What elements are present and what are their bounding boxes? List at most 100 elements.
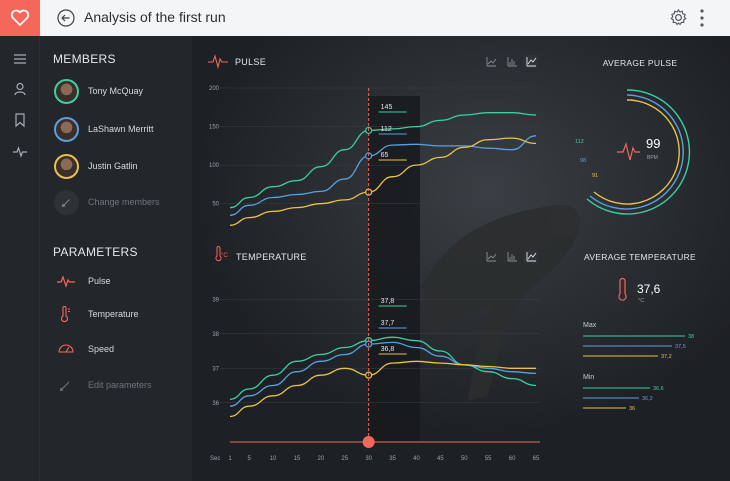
readout-value: 36,8 [381,346,395,353]
readout-value: 37,8 [381,298,395,305]
member-item[interactable]: Tony McQuay [53,78,193,106]
change-members-label: Change members [88,197,160,207]
gauge-label: 98 [580,158,586,164]
gear-icon[interactable] [669,8,688,27]
average-temperature-unit: °C [638,298,644,304]
y-tick-label: 38 [212,332,219,338]
gauge-label: 91 [592,173,598,179]
area-chart-icon [486,57,497,67]
x-tick-label: 45 [437,456,444,462]
x-tick-label: 20 [318,456,325,462]
timeline-handle[interactable] [362,436,375,448]
max-value-3: 37,2 [661,354,672,360]
member-item[interactable]: LaShawn Merritt [53,116,193,144]
member-name: Tony McQuay [88,86,144,96]
avatar [54,154,79,179]
pulse-icon [208,54,228,70]
x-tick-label: 25 [341,456,348,462]
menu-icon[interactable] [12,51,28,67]
average-pulse-value: 99 [646,136,660,151]
param-item-temperature[interactable]: Temperature [57,306,197,324]
change-members-circle [54,190,79,215]
member-item[interactable]: Justin Gatlin [53,153,193,181]
left-panel: MEMBERS Tony McQuay LaShawn Merritt Just… [40,36,192,481]
average-pulse-unit: BPM [647,155,658,161]
series-line [229,135,537,216]
activity-icon[interactable] [12,144,28,160]
charts-layer: PULSE °C TEMPERATURE 5010015020014511265… [208,54,696,462]
pulse-line-chart: 50 100 150 200 145 112 65 [209,86,540,226]
average-pulse-title: AVERAGE PULSE [603,58,678,68]
series-line [229,336,537,400]
x-tick-label: 15 [294,456,301,462]
average-temperature-title: AVERAGE TEMPERATURE [584,252,696,262]
icon-rail [0,36,40,481]
avatar [54,79,79,104]
heart-logo-button[interactable] [0,0,40,36]
user-icon[interactable] [12,81,28,97]
timeline-scrubber: Sec 1 5 10 15 20 25 30 35 40 45 50 55 60 65 [210,88,540,462]
max-value-1: 38 [688,334,694,340]
min-value-3: 36 [629,406,635,412]
page-title: Analysis of the first run [84,9,226,25]
bookmark-icon[interactable] [12,112,28,128]
line-chart-toggle-active[interactable] [524,55,538,68]
line-chart-toggle-active[interactable] [524,250,538,263]
bar-chart-icon[interactable] [507,252,517,262]
x-tick-label: 55 [485,456,492,462]
param-label: Pulse [88,276,111,286]
series-line [229,137,537,226]
y-tick-label: 150 [209,125,220,131]
member-name: Justin Gatlin [88,161,138,171]
x-tick-label: 35 [389,456,396,462]
back-arrow-icon[interactable] [57,9,75,27]
gauge-ring [589,94,684,210]
x-tick-label: 5 [247,456,251,462]
x-tick-label: 50 [461,456,468,462]
timeline-unit-label: Sec [210,456,220,462]
temperature-line-chart: 36 37 38 39 37,8 37,7 36,8 [212,297,540,418]
max-label: Max [583,322,597,329]
change-members-button[interactable]: Change members [53,189,193,217]
line-chart-icon [526,252,537,262]
param-item-speed[interactable]: Speed [57,341,197,359]
x-tick-label: 10 [270,456,277,462]
y-tick-label: 36 [212,401,219,407]
avatar [54,117,79,142]
series-line [229,360,536,418]
average-pulse-gauge: 112 98 91 99 BPM [575,89,691,215]
top-bar: Analysis of the first run [0,0,730,36]
average-temperature-value: 37,6 [637,282,661,296]
temperature-chart-title: TEMPERATURE [236,252,307,262]
y-tick-label: 50 [212,202,219,208]
readout-value: 65 [381,152,389,159]
pulse-chart-title: PULSE [235,57,266,67]
thermometer-icon [618,277,627,301]
series-line [229,112,537,209]
param-item-pulse[interactable]: Pulse [57,273,197,291]
heart-icon [10,9,30,26]
x-tick-label: 1 [228,456,232,462]
gauge-label: 112 [575,139,584,145]
celsius-mark: °C [221,253,228,259]
y-tick-label: 39 [212,297,219,303]
edit-parameters-button[interactable]: Edit parameters [57,377,197,395]
bar-chart-icon[interactable] [507,57,517,67]
athlete-background-image [192,36,730,481]
readout-value: 112 [381,126,392,133]
y-tick-label: 100 [209,163,220,169]
area-chart-icon[interactable] [486,252,497,262]
gauge-ring [586,89,691,215]
min-value-2: 36,2 [642,396,653,402]
param-label: Speed [88,344,115,354]
thermometer-icon [215,246,222,262]
speedometer-icon [58,344,74,353]
x-tick-label: 30 [365,456,372,462]
gauge-ring [593,99,680,205]
parameters-title: PARAMETERS [53,245,138,259]
thermometer-icon [60,306,70,322]
more-vertical-icon[interactable] [698,8,706,28]
readout-value: 145 [381,104,393,111]
line-chart-icon [526,57,537,67]
readout-value: 37,7 [381,320,395,327]
